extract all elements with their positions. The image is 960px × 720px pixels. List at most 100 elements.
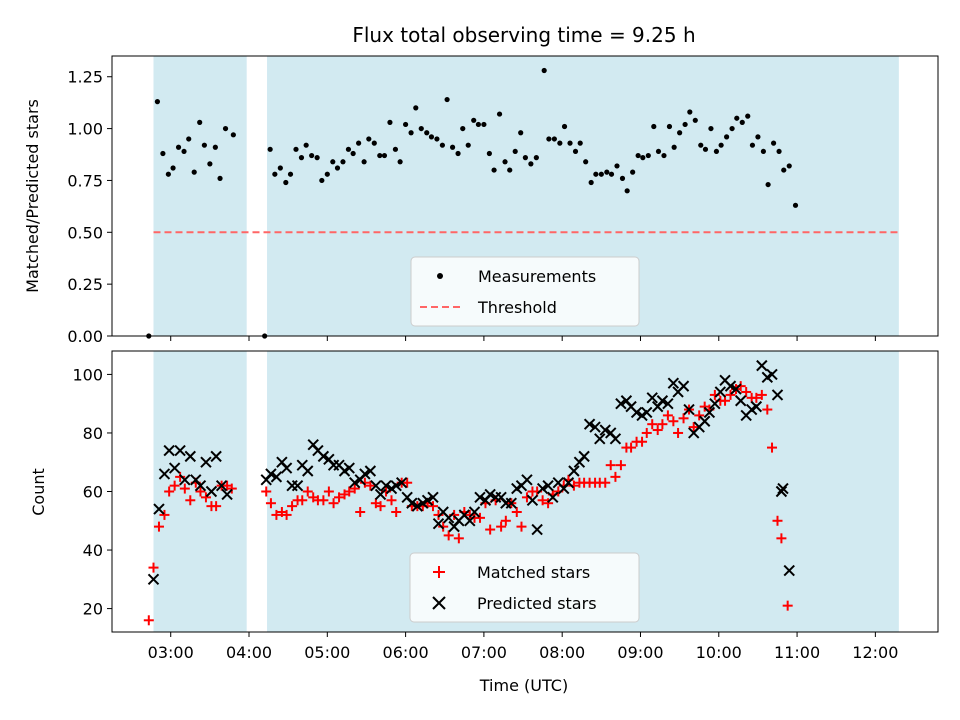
matched-star-point	[626, 442, 637, 453]
measurement-point	[356, 140, 362, 146]
matched-star-point	[741, 386, 752, 397]
matched-star-point	[443, 530, 454, 541]
predicted-star-point	[359, 468, 371, 480]
x-tick-label: 11:00	[774, 643, 820, 662]
measurement-point	[191, 169, 197, 175]
measurement-point	[786, 163, 792, 169]
matched-star-point	[433, 509, 444, 520]
predicted-star-point	[474, 491, 486, 504]
measurement-point	[334, 165, 341, 171]
predicted-star-point	[406, 497, 418, 509]
measurement-point	[160, 150, 166, 157]
predicted-star-point	[521, 474, 533, 486]
matched-star-point	[402, 477, 413, 488]
matched-star-point	[474, 512, 485, 523]
measurement-point	[340, 159, 346, 165]
matched-star-point	[668, 416, 679, 427]
count-points	[143, 359, 795, 626]
count-x-ticks: 03:00 04:00 05:00 06:00 07:00 08:00 09:00 10:00…	[148, 632, 898, 662]
predicted-star-point	[578, 450, 590, 463]
predicted-star-point	[370, 479, 382, 492]
predicted-star-point	[724, 380, 737, 392]
measurement-point	[165, 171, 171, 177]
predicted-star-point	[609, 433, 622, 445]
measurement-point	[293, 146, 299, 152]
measurement-point	[434, 136, 440, 142]
predicted-star-point	[464, 515, 476, 527]
matched-star-point	[600, 477, 611, 488]
predicted-star-point	[364, 465, 377, 477]
predicted-star-point	[210, 450, 222, 463]
measurement-point	[201, 142, 207, 148]
measurement-point	[655, 148, 662, 155]
measurement-point	[298, 155, 305, 161]
matched-star-point	[453, 533, 464, 544]
measurement-point	[424, 130, 430, 136]
measurement-point	[739, 119, 745, 125]
measurement-point	[745, 113, 751, 119]
measurement-point	[287, 171, 294, 177]
measurement-point	[181, 148, 187, 155]
ratio-y-axis-title: Matched/Predicted stars	[23, 99, 42, 293]
measurement-point	[729, 125, 735, 132]
matched-star-point	[756, 389, 767, 400]
predicted-star-point	[709, 397, 721, 410]
predicted-star-point	[599, 424, 611, 436]
predicted-star-point	[583, 418, 596, 430]
matched-star-point	[782, 600, 793, 611]
predicted-star-point	[343, 462, 355, 474]
measurement-point	[518, 130, 524, 136]
matched-star-point	[610, 471, 621, 482]
measurement-point	[418, 125, 424, 132]
measurement-point	[651, 123, 657, 130]
measurement-point	[186, 136, 192, 142]
ratio-x-ticks	[170, 336, 876, 341]
predicted-star-point	[594, 433, 606, 445]
predicted-star-point	[484, 488, 496, 501]
predicted-star-point	[174, 444, 186, 457]
ratio-plot-frame	[111, 55, 939, 337]
x-tick-label: 06:00	[383, 643, 429, 662]
predicted-star-point	[432, 517, 445, 530]
measurement-point	[471, 117, 477, 123]
x-axis-title: Time (UTC)	[479, 676, 568, 695]
predicted-star-point	[184, 450, 197, 463]
predicted-star-point	[163, 444, 175, 457]
measurement-point	[541, 67, 547, 74]
measurement-point	[588, 179, 594, 186]
matched-star-point	[500, 515, 511, 526]
measurement-point	[449, 144, 456, 150]
predicted-star-point	[698, 415, 711, 427]
matched-star-point	[688, 422, 699, 433]
matched-star-point	[637, 436, 648, 447]
predicted-star-point	[542, 479, 554, 492]
measurement-point	[465, 142, 471, 148]
matched-star-point	[143, 615, 154, 626]
measurement-point	[507, 167, 513, 173]
ratio-legend-box	[410, 256, 640, 327]
predicted-star-point	[280, 462, 293, 474]
predicted-star-point	[194, 479, 207, 492]
matched-star-point	[355, 506, 366, 517]
predicted-star-point	[714, 386, 727, 398]
legend-predicted-label: Predicted stars	[477, 594, 597, 613]
matched-star-point	[175, 471, 186, 482]
matched-star-point	[375, 501, 386, 512]
measurement-point	[381, 152, 388, 159]
x-tick-label: 10:00	[696, 643, 742, 662]
x-tick-label: 03:00	[148, 643, 194, 662]
predicted-star-point	[662, 397, 674, 410]
measurement-point	[408, 130, 414, 136]
measurement-point	[624, 188, 630, 194]
matched-star-point	[767, 442, 778, 453]
x-tick-label: 08:00	[539, 643, 585, 662]
predicted-star-point	[562, 477, 575, 489]
measurement-point	[377, 152, 383, 159]
predicted-star-point	[756, 359, 768, 372]
matched-star-point	[673, 427, 684, 438]
predicted-star-point	[646, 392, 658, 404]
measurement-point	[502, 159, 508, 165]
measurement-point	[792, 202, 799, 208]
matched-star-point	[386, 495, 397, 506]
measurement-point	[460, 125, 466, 132]
